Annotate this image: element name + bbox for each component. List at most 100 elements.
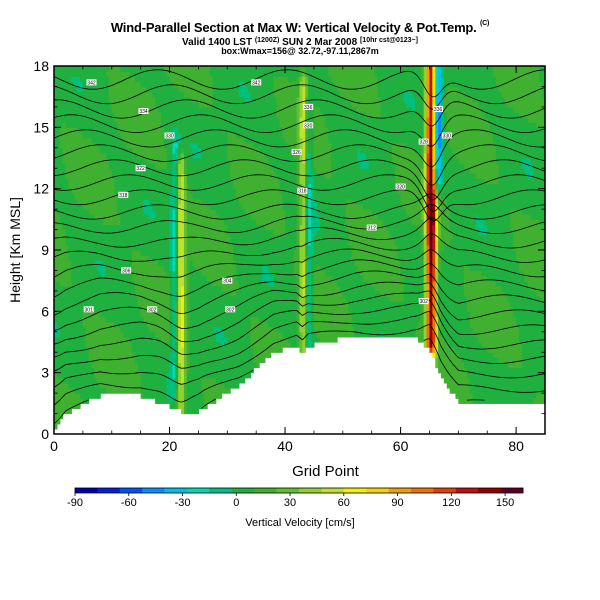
w-cell: [85, 209, 90, 215]
w-cell: [169, 285, 174, 292]
w-cell: [131, 331, 136, 338]
w-cell: [105, 158, 110, 164]
w-cell: [178, 244, 182, 251]
w-cell: [105, 290, 110, 297]
w-cell: [71, 158, 75, 164]
w-cell: [175, 193, 179, 200]
w-cell: [91, 331, 96, 338]
w-cell: [198, 331, 202, 338]
w-cell: [94, 306, 98, 312]
w-cell: [212, 168, 217, 174]
w-cell: [201, 362, 205, 369]
w-cell: [175, 321, 179, 328]
w-cell: [62, 122, 67, 128]
w-cell: [91, 137, 96, 144]
w-cell: [212, 188, 217, 195]
w-cell: [131, 239, 136, 246]
w-cell: [54, 239, 58, 246]
w-cell: [134, 336, 139, 343]
w-cell: [137, 188, 142, 195]
w-cell: [181, 163, 185, 169]
w-cell: [160, 244, 165, 251]
w-cell: [117, 352, 122, 358]
w-cell: [105, 112, 110, 118]
w-cell: [218, 244, 223, 251]
w-cell: [79, 198, 84, 205]
w-cell: [212, 152, 217, 159]
w-cell: [149, 214, 153, 220]
w-cell: [126, 117, 130, 123]
w-cell: [155, 326, 159, 333]
w-cell: [204, 244, 208, 251]
w-cell: [175, 86, 179, 93]
w-cell: [192, 147, 197, 154]
w-cell: [59, 112, 64, 118]
w-cell: [181, 270, 185, 277]
w-cell: [74, 147, 78, 154]
w-cell: [204, 86, 208, 93]
w-cell: [166, 178, 171, 185]
w-cell: [68, 229, 72, 236]
w-cell: [212, 270, 217, 277]
w-cell: [221, 91, 226, 98]
w-cell: [111, 377, 116, 384]
w-cell: [74, 173, 78, 180]
w-cell: [215, 331, 220, 338]
w-cell: [152, 285, 156, 292]
w-cell: [134, 219, 139, 226]
w-cell: [166, 290, 171, 297]
w-cell: [195, 393, 200, 399]
w-cell: [82, 112, 87, 118]
w-cell: [152, 311, 156, 318]
w-cell: [65, 352, 70, 358]
w-cell: [126, 101, 130, 108]
w-cell: [183, 398, 188, 404]
w-cell: [175, 342, 179, 348]
w-cell: [85, 178, 90, 185]
w-cell: [111, 209, 116, 215]
w-cell: [207, 377, 211, 384]
w-cell: [172, 357, 176, 364]
w-cell: [120, 244, 124, 251]
w-cell: [169, 66, 174, 72]
w-cell: [103, 270, 107, 277]
w-cell: [204, 250, 208, 256]
w-cell: [204, 239, 208, 246]
w-cell: [192, 352, 197, 358]
w-cell: [123, 122, 127, 128]
w-cell: [169, 127, 174, 134]
w-cell: [126, 357, 130, 364]
w-cell: [178, 388, 182, 394]
w-cell: [97, 301, 101, 307]
w-cell: [126, 352, 130, 358]
w-cell: [163, 321, 168, 328]
w-cell: [91, 275, 96, 282]
w-cell: [120, 183, 124, 190]
w-cell: [157, 244, 162, 251]
w-cell: [215, 147, 220, 154]
w-cell: [71, 91, 75, 98]
w-cell: [192, 255, 197, 261]
w-cell: [54, 106, 58, 113]
w-cell: [131, 106, 136, 113]
w-cell: [120, 336, 124, 343]
w-cell: [77, 306, 81, 312]
w-cell: [189, 76, 194, 82]
w-cell: [129, 112, 133, 118]
w-cell: [111, 301, 116, 307]
w-cell: [198, 158, 202, 164]
w-cell: [195, 101, 200, 108]
w-cell: [152, 147, 156, 154]
w-cell: [218, 275, 223, 282]
w-cell: [123, 250, 127, 256]
w-cell: [221, 342, 226, 348]
w-cell: [85, 173, 90, 180]
w-cell: [178, 352, 182, 358]
w-cell: [56, 168, 61, 174]
w-cell: [209, 362, 214, 369]
w-cell: [175, 244, 179, 251]
w-cell: [105, 91, 110, 98]
w-cell: [59, 142, 64, 149]
w-cell: [91, 122, 96, 128]
w-cell: [192, 336, 197, 343]
